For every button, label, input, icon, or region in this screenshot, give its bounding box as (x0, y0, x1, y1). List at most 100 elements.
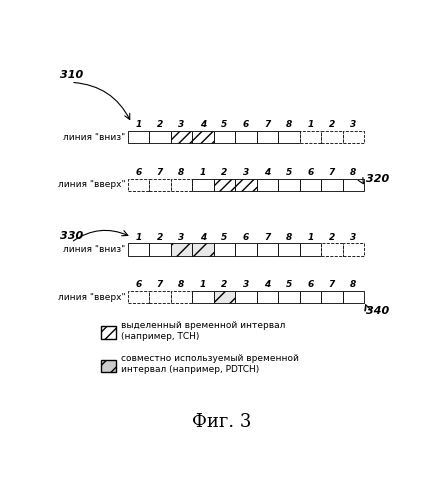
Text: 2: 2 (221, 168, 228, 177)
Bar (171, 244, 192, 256)
Bar (192, 178, 213, 191)
Bar (299, 131, 321, 143)
Bar (127, 244, 149, 256)
Bar (127, 131, 149, 143)
Text: линия "вниз": линия "вниз" (63, 132, 125, 141)
Bar (299, 244, 321, 256)
Bar (343, 244, 364, 256)
Bar (192, 131, 213, 143)
Text: линия "вниз": линия "вниз" (63, 245, 125, 254)
Bar (321, 291, 343, 304)
Text: 8: 8 (178, 280, 184, 289)
Text: 2: 2 (157, 120, 163, 130)
Bar (192, 244, 213, 256)
Text: 8: 8 (350, 168, 356, 177)
Text: 6: 6 (243, 232, 249, 241)
Text: 340: 340 (365, 306, 389, 316)
Text: линия "вверх": линия "вверх" (58, 180, 125, 189)
Text: выделенный временной интервал
(например, ТСН): выделенный временной интервал (например,… (121, 322, 285, 340)
Bar (101, 360, 116, 372)
Text: 2: 2 (157, 232, 163, 241)
Bar (127, 178, 149, 191)
Text: 3: 3 (178, 120, 184, 130)
Text: 3: 3 (350, 232, 356, 241)
Text: 7: 7 (329, 280, 335, 289)
Text: 1: 1 (200, 168, 206, 177)
Text: 4: 4 (200, 232, 206, 241)
Text: 6: 6 (307, 168, 313, 177)
Text: 8: 8 (286, 232, 292, 241)
Text: 330: 330 (60, 230, 83, 240)
Text: 8: 8 (178, 168, 184, 177)
Text: 3: 3 (243, 168, 249, 177)
Bar (235, 244, 257, 256)
Bar (257, 244, 278, 256)
Bar (235, 291, 257, 304)
Text: 6: 6 (307, 280, 313, 289)
Text: 4: 4 (200, 120, 206, 130)
Bar (149, 291, 171, 304)
Text: 7: 7 (157, 168, 163, 177)
Bar (343, 178, 364, 191)
Text: 310: 310 (60, 70, 83, 81)
Bar (213, 178, 235, 191)
Text: 6: 6 (135, 168, 142, 177)
Bar (213, 131, 235, 143)
Bar (192, 291, 213, 304)
Text: 5: 5 (221, 120, 228, 130)
Text: 4: 4 (264, 168, 270, 177)
Bar (343, 291, 364, 304)
Bar (257, 291, 278, 304)
Text: 2: 2 (329, 120, 335, 130)
Text: Фиг. 3: Фиг. 3 (192, 413, 251, 431)
Bar (299, 291, 321, 304)
Text: 5: 5 (286, 168, 292, 177)
Bar (235, 131, 257, 143)
Text: 4: 4 (264, 280, 270, 289)
Text: 6: 6 (135, 280, 142, 289)
Bar (321, 178, 343, 191)
Bar (321, 244, 343, 256)
Text: 3: 3 (243, 280, 249, 289)
Text: 1: 1 (135, 120, 142, 130)
Text: 6: 6 (243, 120, 249, 130)
Bar (149, 244, 171, 256)
Bar (257, 131, 278, 143)
Bar (171, 291, 192, 304)
Bar (299, 178, 321, 191)
Text: 7: 7 (264, 232, 270, 241)
Text: 3: 3 (178, 232, 184, 241)
Bar (257, 178, 278, 191)
Text: 7: 7 (157, 280, 163, 289)
Bar (235, 178, 257, 191)
Text: 8: 8 (286, 120, 292, 130)
Bar (343, 131, 364, 143)
Text: 7: 7 (329, 168, 335, 177)
Bar (321, 131, 343, 143)
Text: 7: 7 (264, 120, 270, 130)
Text: 8: 8 (350, 280, 356, 289)
Text: 5: 5 (221, 232, 228, 241)
Bar (278, 244, 299, 256)
Bar (278, 291, 299, 304)
Text: 1: 1 (200, 280, 206, 289)
Bar (149, 131, 171, 143)
Text: 320: 320 (365, 174, 389, 184)
Text: совместно используемый временной
интервал (например, PDTCH): совместно используемый временной интерва… (121, 354, 299, 374)
Text: 1: 1 (307, 232, 313, 241)
Bar (278, 178, 299, 191)
Bar (101, 326, 116, 338)
Bar (278, 131, 299, 143)
Text: линия "вверх": линия "вверх" (58, 292, 125, 302)
Bar (171, 178, 192, 191)
Text: 3: 3 (350, 120, 356, 130)
Text: 2: 2 (221, 280, 228, 289)
Text: 5: 5 (286, 280, 292, 289)
Bar (213, 244, 235, 256)
Bar (149, 178, 171, 191)
Text: 1: 1 (135, 232, 142, 241)
Bar (171, 131, 192, 143)
Bar (213, 291, 235, 304)
Bar (127, 291, 149, 304)
Text: 1: 1 (307, 120, 313, 130)
